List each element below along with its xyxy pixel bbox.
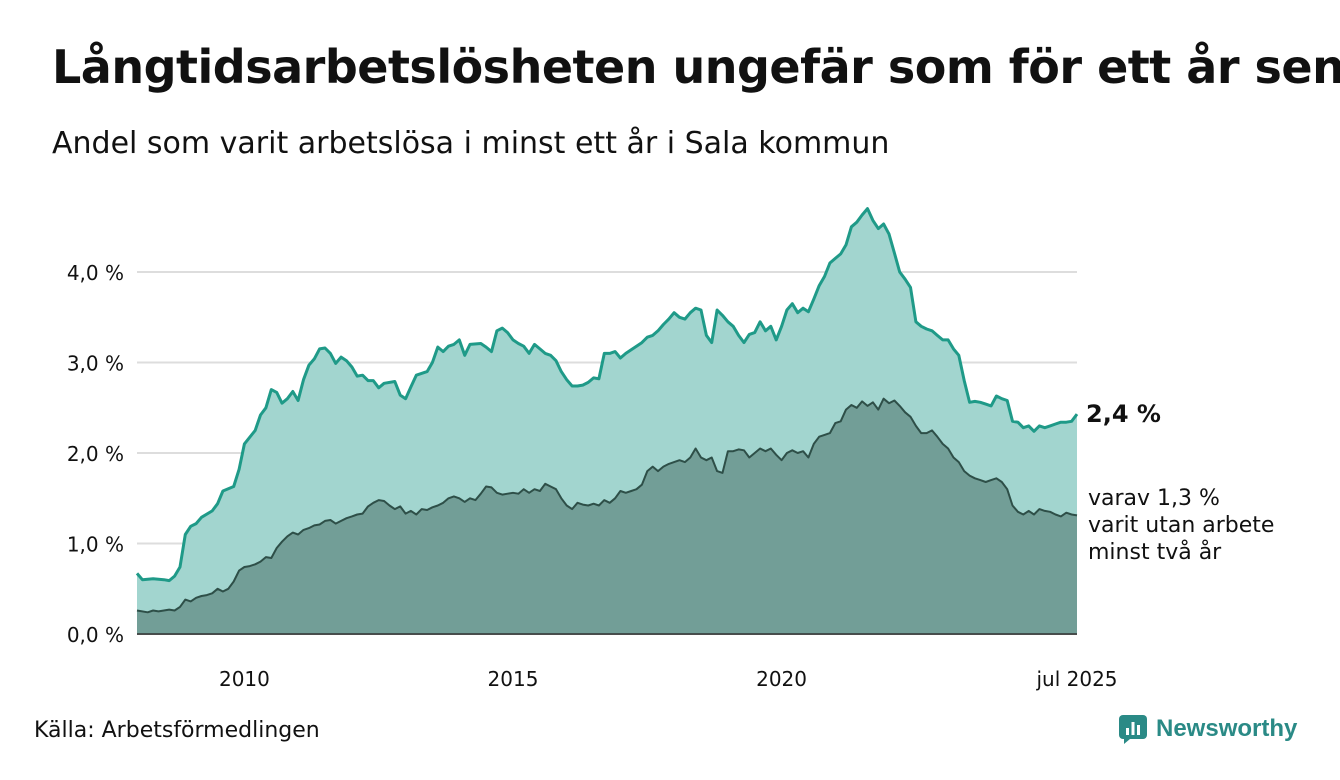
end-label-total: 2,4 % — [1086, 400, 1161, 428]
x-tick-label: 2010 — [219, 667, 270, 691]
axis-labels: 0,0 % 1,0 % 2,0 % 3,0 % 4,0 % 2010 2015 2020 jul… — [67, 261, 1118, 691]
source-note: Källa: Arbetsförmedlingen — [34, 718, 320, 743]
y-tick-label: 1,0 % — [67, 533, 124, 557]
end-label-long-line: minst två år — [1088, 539, 1222, 565]
x-tick-label: 2015 — [488, 667, 539, 691]
y-tick-label: 2,0 % — [67, 442, 124, 466]
areas — [135, 207, 1079, 635]
y-tick-label: 4,0 % — [67, 261, 124, 285]
area-chart: 0,0 % 1,0 % 2,0 % 3,0 % 4,0 % 2010 2015 2020 jul… — [67, 207, 1274, 691]
end-label-long-line: varav 1,3 % — [1088, 486, 1220, 511]
chart-bubble-icon — [1119, 715, 1147, 744]
end-label-long-line: varit utan arbete — [1088, 513, 1274, 538]
x-tick-label: 2020 — [756, 667, 807, 691]
y-tick-label: 0,0 % — [67, 623, 124, 647]
brand-name: Newsworthy — [1156, 715, 1298, 742]
y-tick-label: 3,0 % — [67, 352, 124, 376]
series-line-total — [135, 207, 1079, 583]
x-tick-label: jul 2025 — [1035, 667, 1117, 691]
area-long — [137, 398, 1077, 634]
chart-subtitle: Andel som varit arbetslösa i minst ett å… — [52, 126, 890, 161]
series-line-long — [136, 397, 1078, 614]
chart-title: Långtidsarbetslösheten ungefär som för e… — [52, 40, 1340, 94]
brand-logo: Newsworthy — [1118, 714, 1297, 744]
